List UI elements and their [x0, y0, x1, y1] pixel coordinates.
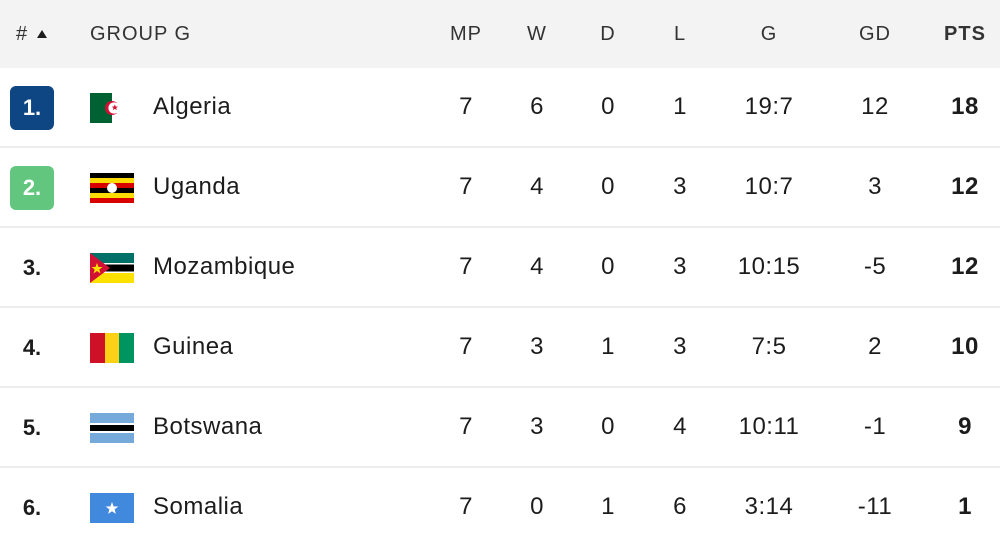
goals: 10:7: [744, 173, 794, 200]
w: 6: [530, 93, 544, 120]
flag: [90, 173, 134, 203]
rank: 2.: [10, 166, 54, 210]
pts-header: PTS: [944, 22, 986, 45]
pts: 9: [958, 413, 972, 440]
l: 3: [673, 253, 687, 280]
rank: 5.: [22, 415, 42, 440]
mp: 7: [459, 493, 473, 520]
rank: 1.: [10, 86, 54, 130]
w: 3: [530, 413, 544, 440]
gd: -11: [857, 493, 893, 520]
l-header: L: [673, 22, 687, 45]
team-name: Botswana: [153, 413, 263, 440]
mp-header: MP: [450, 22, 482, 45]
d: 0: [601, 173, 615, 200]
pts: 18: [951, 93, 979, 120]
w: 3: [530, 333, 544, 360]
pts: 1: [958, 493, 972, 520]
pts: 12: [951, 253, 979, 280]
mp: 7: [459, 253, 473, 280]
pts: 12: [951, 173, 979, 200]
d: 0: [601, 93, 615, 120]
team-name: Guinea: [153, 333, 234, 360]
d: 1: [601, 493, 615, 520]
l: 4: [673, 413, 687, 440]
rank: 3.: [22, 255, 42, 280]
d: 0: [601, 413, 615, 440]
rank-header[interactable]: #: [10, 0, 54, 68]
gd: 2: [868, 333, 882, 360]
mp: 7: [459, 173, 473, 200]
team-row[interactable]: 2. Uganda 7 4 0 3 10:7 3 12: [0, 148, 1000, 228]
goals: 19:7: [744, 93, 794, 120]
gd: 12: [861, 93, 889, 120]
group-header: GROUP G: [90, 22, 192, 45]
team-row[interactable]: 6. Somalia 7 0 1 6 3:14 -11 1: [0, 468, 1000, 543]
goals: 3:14: [744, 493, 794, 520]
header-row: # GROUP G MP W D L G GD PTS: [0, 0, 1000, 68]
mp: 7: [459, 93, 473, 120]
w: 4: [530, 173, 544, 200]
mp: 7: [459, 413, 473, 440]
gd-header: GD: [859, 22, 891, 45]
team-name: Algeria: [153, 93, 232, 120]
gd: -5: [863, 253, 887, 280]
d: 0: [601, 253, 615, 280]
l: 3: [673, 173, 687, 200]
gd: 3: [868, 173, 882, 200]
gd: -1: [863, 413, 887, 440]
team-row[interactable]: 5. Botswana 7 3 0 4 10:11 -1 9: [0, 388, 1000, 468]
d-header: D: [600, 22, 616, 45]
w: 0: [530, 493, 544, 520]
l: 3: [673, 333, 687, 360]
rank-header-text: #: [15, 22, 29, 45]
flag: [90, 93, 134, 123]
pts: 10: [951, 333, 979, 360]
l: 6: [673, 493, 687, 520]
team-name: Mozambique: [153, 253, 296, 280]
l: 1: [673, 93, 687, 120]
team-name: Uganda: [153, 173, 241, 200]
mp: 7: [459, 333, 473, 360]
sort-arrow: [37, 30, 48, 38]
team-row[interactable]: 4. Guinea 7 3 1 3 7:5 2 10: [0, 308, 1000, 388]
team-row[interactable]: 1. Algeria 7 6 0 1 19:7 12 18: [0, 68, 1000, 148]
d: 1: [601, 333, 615, 360]
goals: 10:15: [737, 253, 801, 280]
w-header: W: [527, 22, 547, 45]
goals: 10:11: [738, 413, 800, 440]
team-name: Somalia: [153, 493, 244, 520]
goals-header: G: [760, 22, 778, 45]
flag: [90, 413, 134, 443]
goals: 7:5: [751, 333, 787, 360]
flag: [90, 333, 134, 363]
team-row[interactable]: 3. Mozambique 7 4 0 3 10:15 -5 12: [0, 228, 1000, 308]
rank: 4.: [22, 335, 42, 360]
flag: [90, 493, 134, 523]
w: 4: [530, 253, 544, 280]
flag: [90, 253, 134, 283]
rank: 6.: [22, 495, 42, 520]
